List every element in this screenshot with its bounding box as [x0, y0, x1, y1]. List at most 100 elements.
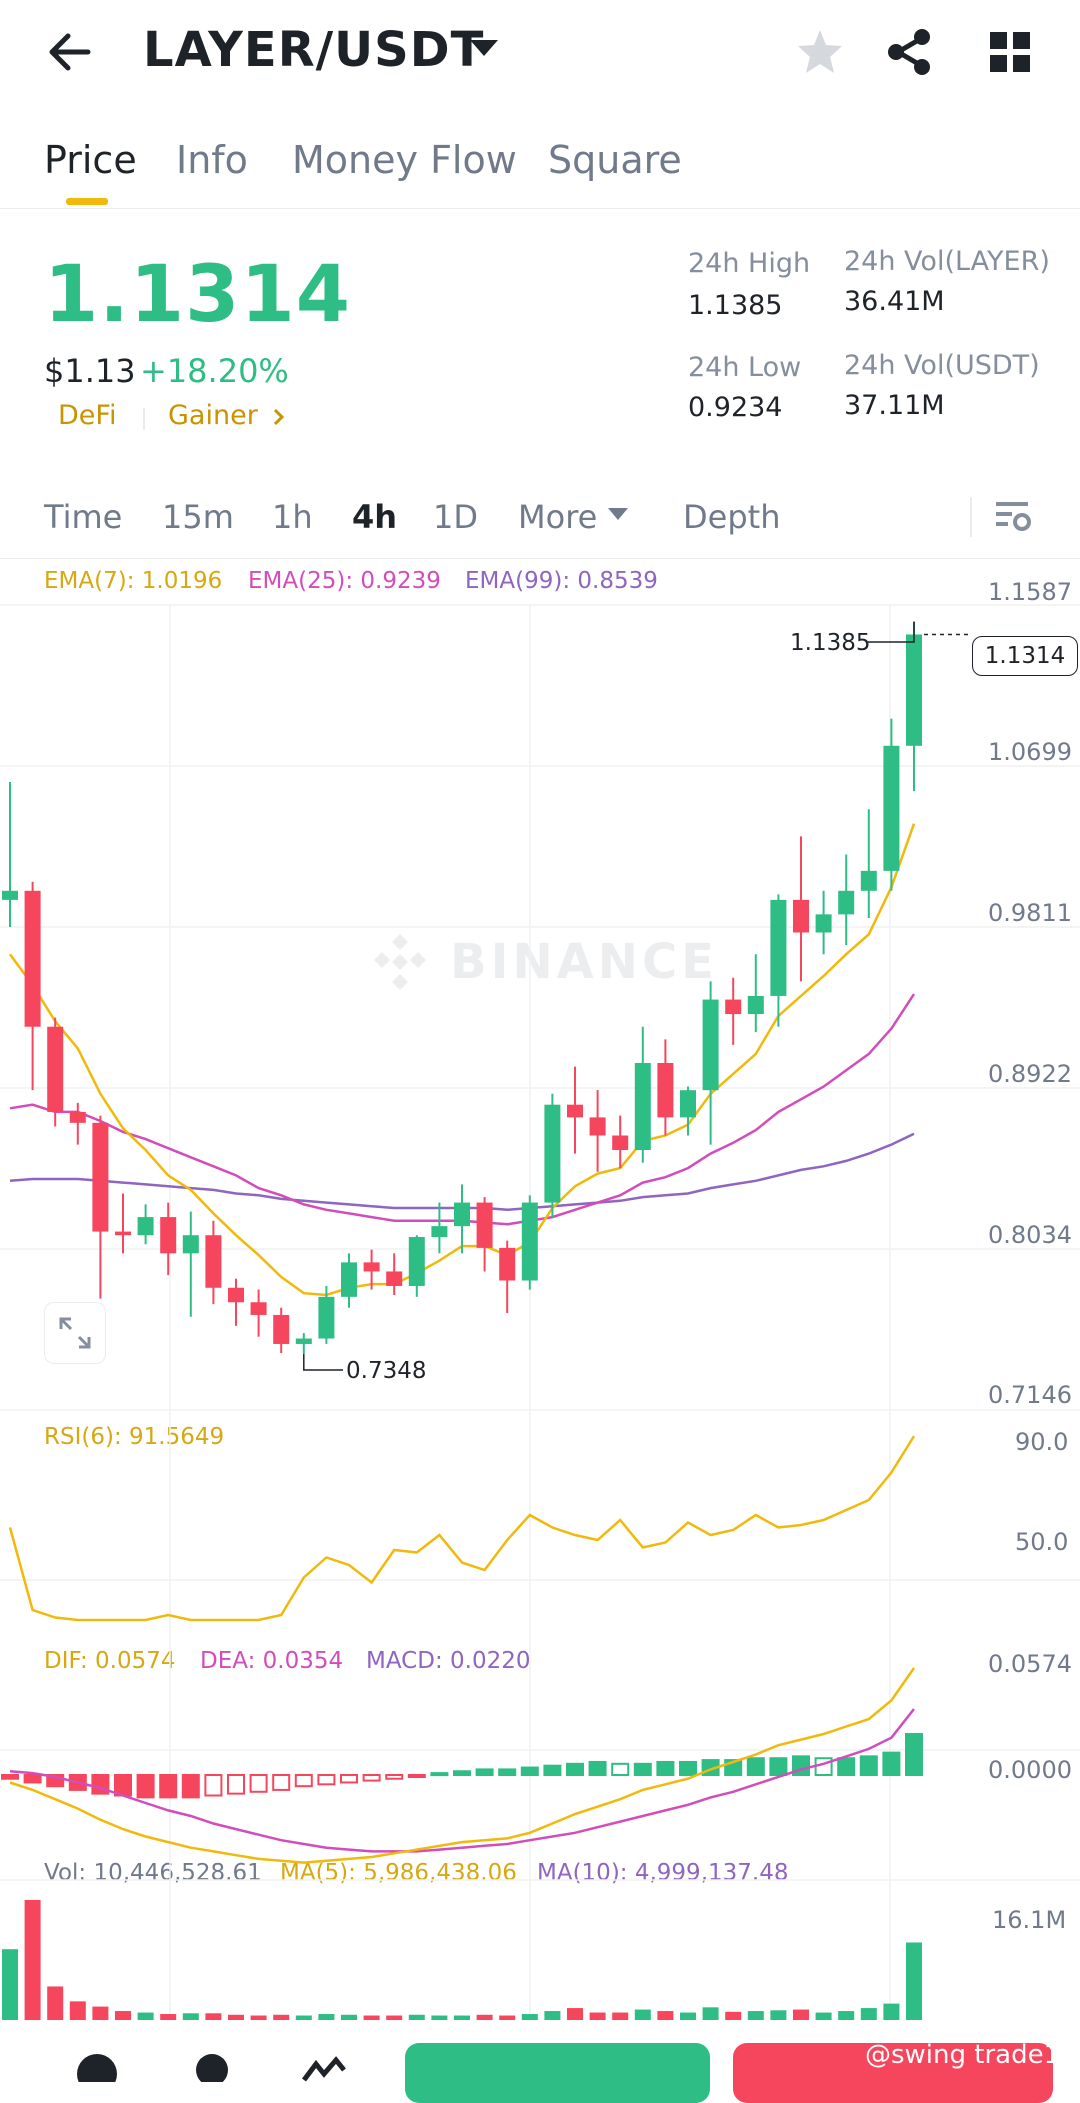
timeframe-depth[interactable]: Depth	[683, 498, 781, 536]
candle-body	[612, 1135, 629, 1151]
candle-body	[544, 1104, 561, 1203]
stat-24h-high-value: 1.1385	[688, 290, 783, 321]
macd-bar	[837, 1757, 856, 1777]
volume-bar	[680, 2012, 696, 2020]
volume-bar	[182, 2013, 199, 2020]
candle-body	[115, 1231, 131, 1236]
candle-body	[815, 914, 832, 933]
macd-bar	[746, 1757, 765, 1777]
candle-body	[2, 890, 18, 900]
chevron-right-icon[interactable]	[270, 404, 288, 430]
y-tick: 0.8034	[988, 1221, 1072, 1249]
macd-bar	[249, 1774, 268, 1793]
user-watermark: @swing trade1	[865, 2040, 1061, 2070]
volume-bar	[160, 2014, 177, 2020]
fullscreen-button[interactable]	[44, 1302, 106, 1364]
candle-body	[250, 1302, 267, 1315]
volume-bar	[47, 1986, 64, 2020]
volume-bar	[318, 2014, 335, 2020]
candle-body	[363, 1262, 380, 1272]
rsi-label: RSI(6): 91.5649	[44, 1424, 225, 1450]
tag-defi[interactable]: DeFi	[58, 400, 117, 431]
stat-24h-vol-quote-label: 24h Vol(USDT)	[844, 350, 1040, 381]
more-dots-icon[interactable]	[75, 2052, 119, 2082]
share-icon[interactable]	[880, 22, 940, 82]
stat-24h-low-label: 24h Low	[688, 352, 802, 383]
volume-bar	[295, 2015, 312, 2020]
tab-money-flow[interactable]: Money Flow	[292, 138, 517, 182]
tag-gainer[interactable]: Gainer	[168, 400, 258, 431]
candle-body	[521, 1202, 538, 1281]
volume-bar	[793, 2009, 809, 2020]
candle-body	[228, 1287, 244, 1303]
macd-bar	[317, 1774, 336, 1786]
candle-body	[702, 999, 719, 1091]
candle-body	[634, 1062, 651, 1151]
pair-title[interactable]: LAYER/USDT	[143, 22, 485, 78]
macd-bar	[385, 1774, 404, 1780]
tab-price[interactable]: Price	[44, 138, 137, 182]
grid-menu-icon[interactable]	[980, 22, 1040, 82]
volume-bar	[770, 2010, 787, 2020]
y-tick: 0.9811	[988, 899, 1072, 927]
volume-bar	[725, 2011, 742, 2020]
candle-body	[24, 890, 41, 1027]
more-caret-icon[interactable]	[608, 508, 628, 520]
timeframe-1h[interactable]: 1h	[272, 498, 313, 536]
tab-square[interactable]: Square	[548, 138, 682, 182]
volume-bar	[2, 1949, 18, 2020]
candle-body	[476, 1202, 493, 1248]
timeframe-15m[interactable]: 15m	[162, 498, 234, 536]
ema25-label: EMA(25): 0.9239	[248, 568, 441, 594]
macd-bar	[882, 1751, 901, 1776]
volume-bar	[408, 2014, 425, 2020]
rsi-line	[8, 1435, 916, 1622]
price-chart[interactable]	[0, 560, 1080, 2020]
timeframe-4h[interactable]: 4h	[352, 498, 398, 536]
macd-bar	[340, 1774, 358, 1784]
macd-bar	[633, 1762, 652, 1776]
macd-bar	[294, 1774, 313, 1788]
volume-bar	[92, 2006, 109, 2020]
candle-body	[567, 1104, 583, 1118]
buy-button[interactable]	[405, 2043, 710, 2103]
timeframe-more[interactable]: More	[518, 498, 598, 536]
timeframe-time[interactable]: Time	[44, 498, 123, 536]
macd-label: MACD: 0.0220	[366, 1648, 531, 1674]
macd-bar	[46, 1774, 65, 1788]
y-tick: 1.0699	[988, 738, 1072, 766]
macd-bar	[362, 1774, 381, 1782]
volume-bar	[273, 2014, 290, 2020]
volume-bar	[521, 2014, 538, 2020]
page-tabs: Price Info Money Flow Square	[0, 128, 1080, 209]
volume-bar	[544, 2011, 561, 2020]
macd-bar	[159, 1774, 178, 1799]
active-tab-indicator	[66, 198, 108, 205]
volume-bar	[386, 2015, 403, 2020]
pair-dropdown-icon[interactable]	[470, 40, 498, 56]
volume-bar	[747, 2011, 764, 2020]
macd-bar	[181, 1774, 200, 1799]
alerts-icon[interactable]	[302, 2056, 346, 2082]
stat-24h-low-value: 0.9234	[688, 392, 783, 423]
tab-info[interactable]: Info	[176, 138, 248, 182]
chart-settings-icon[interactable]	[990, 494, 1036, 540]
high-marker-label: 1.1385	[790, 630, 871, 656]
macd-bar	[905, 1732, 923, 1776]
candle-body	[295, 1338, 312, 1344]
candle-body	[725, 999, 742, 1015]
volume-bar	[205, 2013, 222, 2020]
toolbar-divider	[970, 497, 972, 537]
candle-body	[408, 1237, 425, 1286]
back-arrow-icon[interactable]	[40, 22, 100, 82]
user-icon[interactable]	[190, 2052, 234, 2082]
volume-bar	[567, 2008, 583, 2020]
candle-body	[386, 1271, 403, 1286]
volume-label: Vol: 10,446,528.61	[44, 1860, 262, 1886]
binance-watermark: BINANCE	[368, 930, 728, 990]
volume-bar	[431, 2015, 448, 2020]
candle-body	[906, 634, 922, 746]
timeframe-1d[interactable]: 1D	[433, 498, 478, 536]
candle-body	[793, 899, 809, 933]
favorite-star-icon[interactable]	[790, 22, 850, 82]
